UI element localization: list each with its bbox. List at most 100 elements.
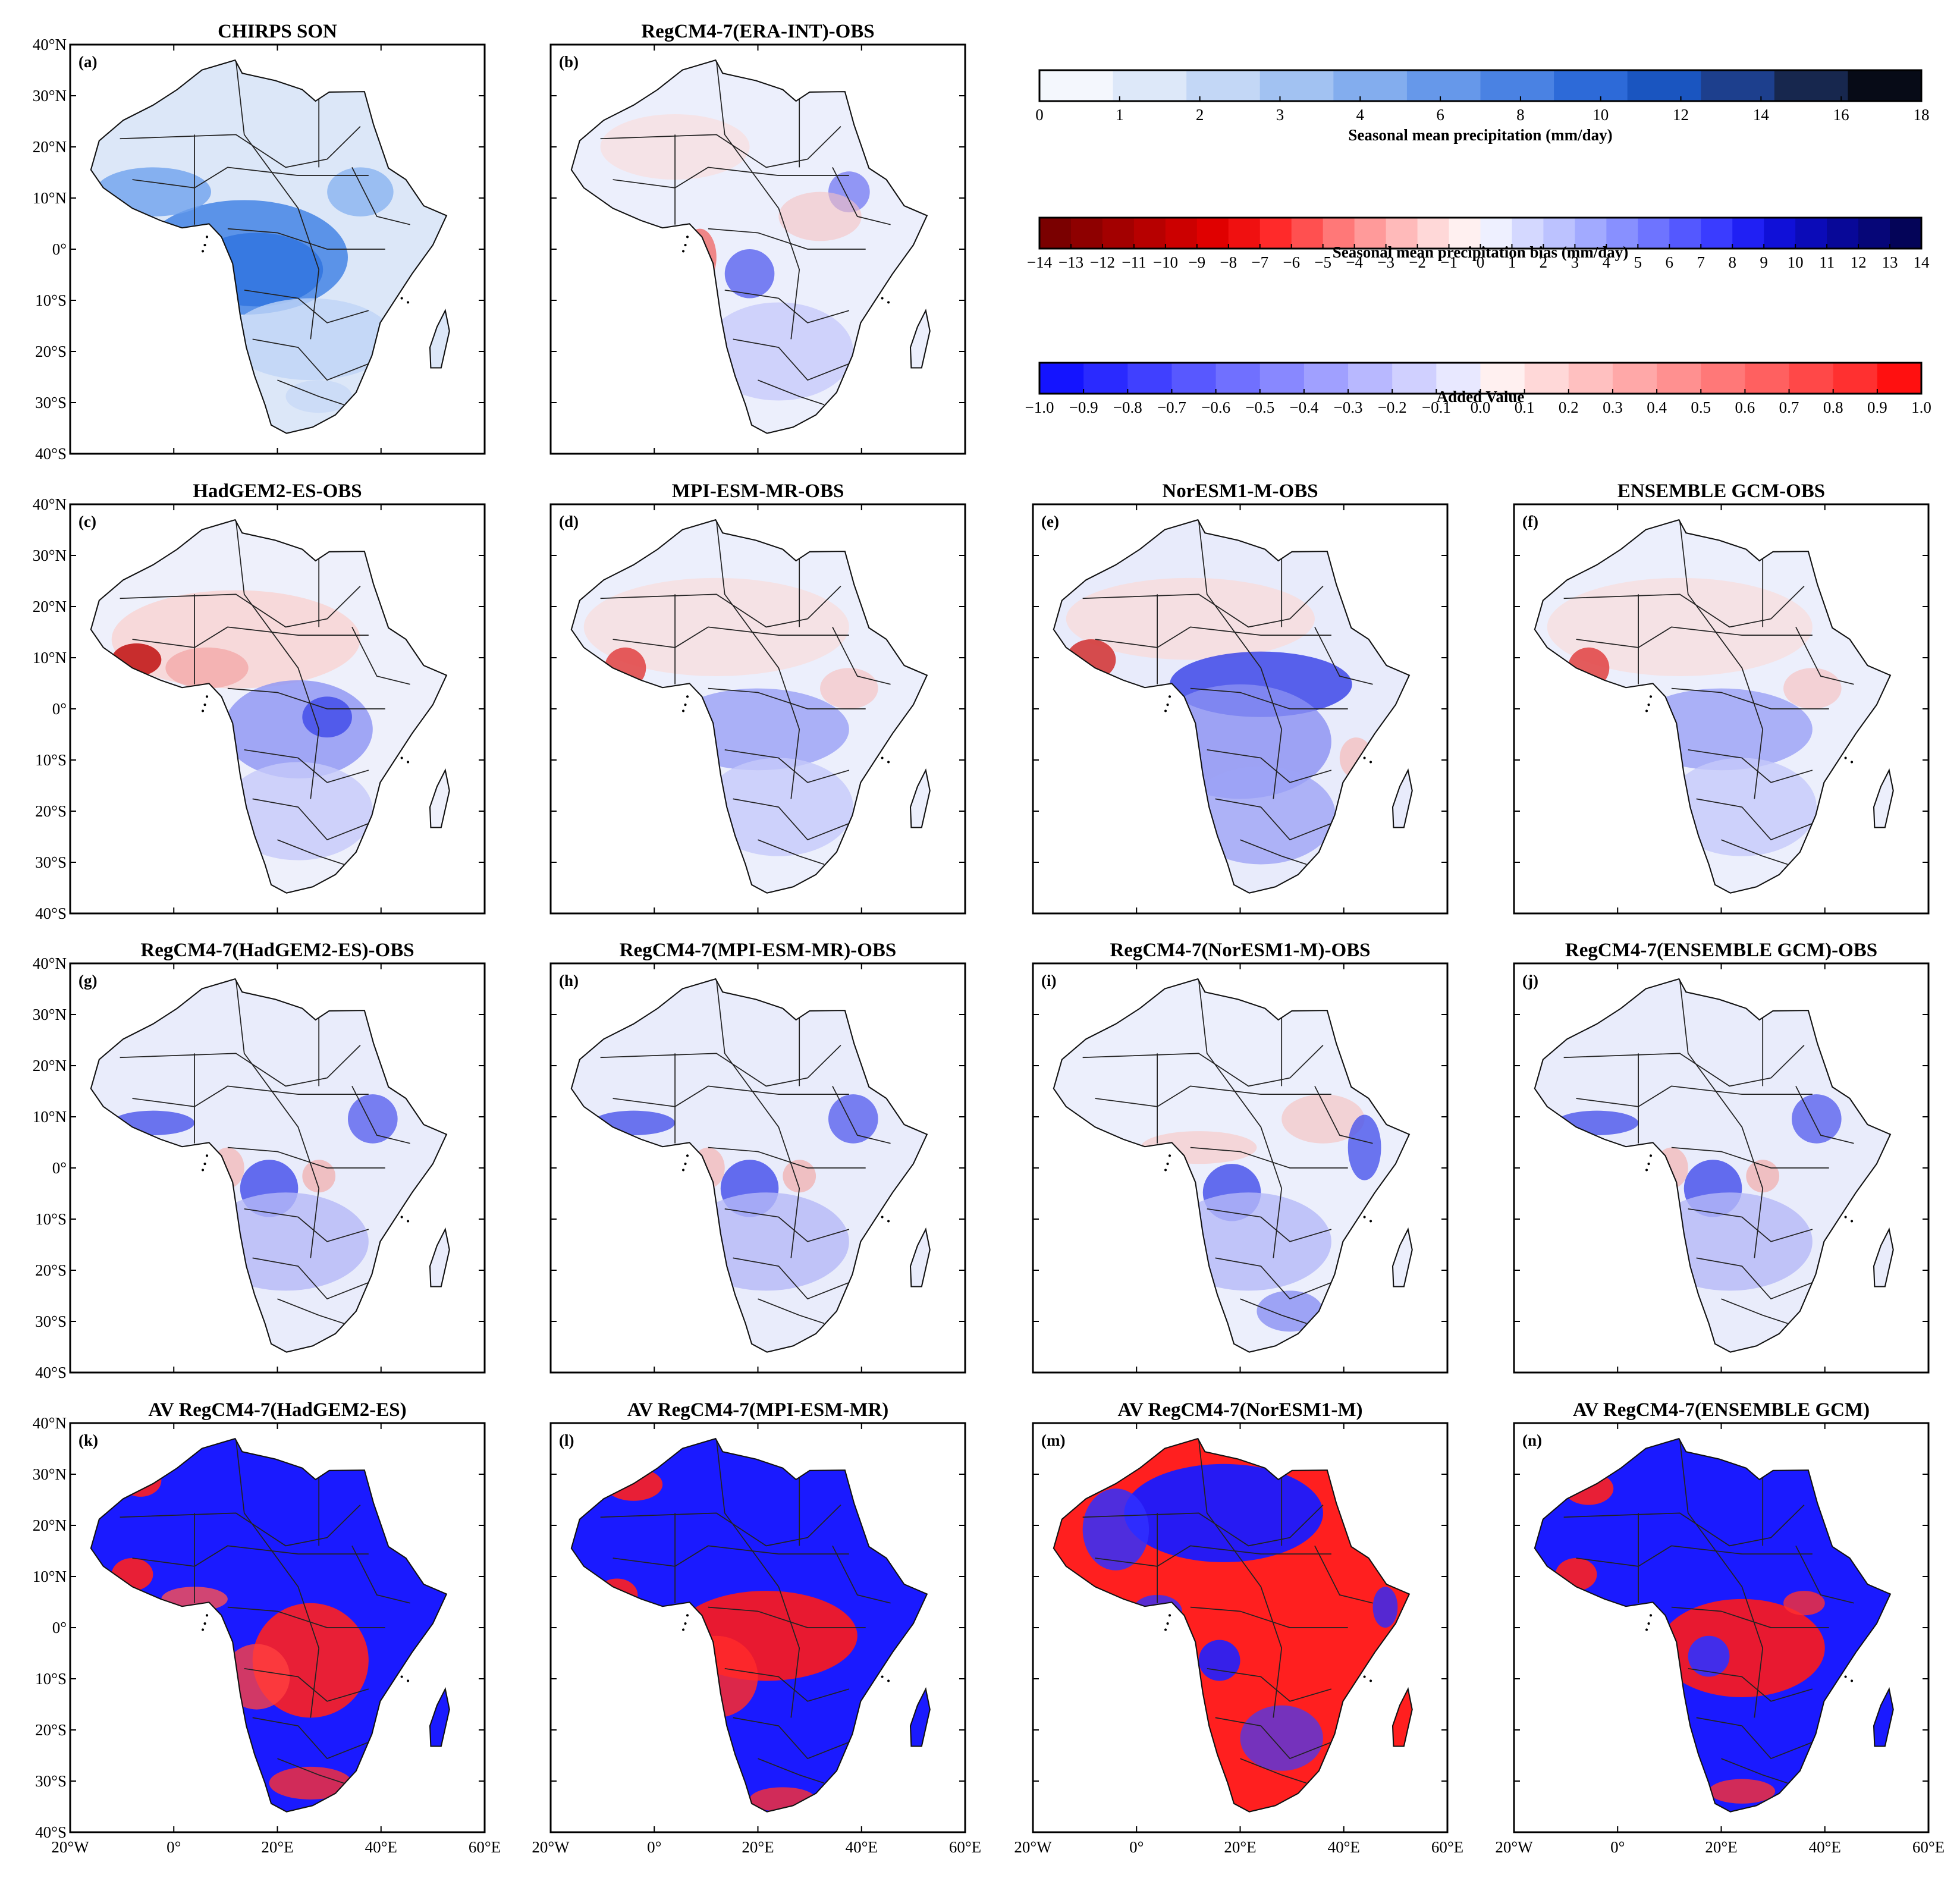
lat-tick-label: 30°S [35,853,67,871]
colorbar-swatch [1877,363,1922,394]
country-border [715,520,800,799]
colorbar-swatch [1303,363,1349,394]
madagascar [429,309,450,369]
country-border [758,1758,825,1784]
colorbar-swatch [1701,70,1775,101]
map-panel-d: MPI-ESM-MR-OBS (d) [549,481,966,915]
colorbar-tick: 7 [1697,253,1705,271]
country-border [1688,1208,1813,1242]
colorbar-tick: 0.2 [1559,398,1579,416]
madagascar [1873,768,1894,828]
madagascar [909,768,931,828]
country-border [1215,798,1332,841]
country-border [120,585,361,628]
lon-tick-label: 20°W [532,1838,570,1856]
lon-tick-label: 60°E [1912,1838,1945,1856]
colorbar-swatch [1554,70,1628,101]
country-border [1696,1257,1813,1300]
colorbar-tick: 0.4 [1647,398,1667,416]
colorbar-tick: 0 [1477,253,1485,271]
map-panel-g: RegCM4-7(HadGEM2-ES)-OBS (g) 40°N 30°N 20°N 1… [33,940,486,1381]
colorbar-swatch [1524,363,1569,394]
colorbar-swatch [1701,363,1745,394]
colorbar-tick: 10 [1788,253,1804,271]
colorbar-tick: −13 [1058,253,1083,271]
lon-tick-label: 60°E [1431,1838,1463,1856]
colorbar-swatch [1848,70,1922,101]
colorbar-tick: −0.1 [1422,398,1451,416]
panel-label: (m) [1041,1431,1065,1449]
country-border [708,687,866,709]
colorbar-swatch [1701,218,1733,249]
country-border [612,167,849,189]
lat-tick-label: 40°N [33,36,67,54]
colorbar-swatch [1890,218,1922,249]
colorbar-tick: −7 [1251,253,1268,271]
country-border [227,228,385,250]
colorbar-swatch [1196,218,1229,249]
country-border [733,1257,850,1300]
colorbar-tick: 10 [1592,106,1609,124]
lat-tick-label: 10°N [33,189,67,207]
colorbar-swatch [1827,218,1859,249]
panel-label: (g) [78,972,97,990]
country-border [1721,1758,1788,1784]
country-border [1795,1546,1854,1604]
map-panel-h: RegCM4-7(MPI-ESM-MR)-OBS (h) [549,940,966,1374]
country-border [1795,1086,1854,1144]
colorbar-swatch [1575,218,1607,249]
colorbar-tick: 16 [1833,106,1849,124]
colorbar-swatch [1764,218,1796,249]
colorbar-swatch [1392,363,1437,394]
country-border [600,1504,841,1547]
country-border [132,1085,369,1107]
colorbar-swatch [1291,218,1324,249]
africa-landmass [1053,978,1413,1353]
colorbar-tick: −0.7 [1157,398,1186,416]
lat-tick-label: 0° [52,700,67,718]
map-panel-f: ENSEMBLE GCM-OBS (f) [1513,481,1930,915]
colorbar-swatch [1186,70,1261,101]
map-panel-l: AV RegCM4-7(MPI-ESM-MR) (l) 20°W 0° 20°E 40°E… [532,1399,981,1856]
country-border [120,125,361,168]
lon-tick-label: 40°E [1328,1838,1360,1856]
colorbar-tick: 3 [1571,253,1579,271]
panel-title: RegCM4-7(HadGEM2-ES)-OBS [140,940,414,961]
colorbar-swatch [1745,363,1790,394]
country-border [1671,687,1829,709]
colorbar-tick: 3 [1276,106,1284,124]
colorbar-swatch [1568,363,1613,394]
country-border [758,839,825,865]
panel-title: ENSEMBLE GCM-OBS [1617,481,1825,502]
country-border [1679,979,1764,1258]
colorbar-swatch [1228,218,1261,249]
country-border [1082,585,1324,628]
country-border [733,1717,850,1760]
country-border [612,626,849,648]
madagascar [909,1227,931,1287]
panel-label: (i) [1041,972,1056,990]
country-border [244,1667,369,1702]
lat-tick-label: 10°S [35,751,67,769]
lat-tick-label: 40°S [35,1823,67,1841]
panel-label: (l) [559,1431,574,1449]
colorbar-swatch [1102,218,1135,249]
country-border [1190,1147,1348,1169]
panel-title: MPI-ESM-MR-OBS [672,481,844,502]
lat-tick-label: 20°S [35,1721,67,1739]
colorbar-swatch [1215,363,1261,394]
panel-title: RegCM4-7(ENSEMBLE GCM)-OBS [1565,940,1877,961]
colorbar-tick: 8 [1728,253,1736,271]
lat-tick-label: 20°N [33,598,67,615]
colorbar-swatch [1657,363,1701,394]
colorbar-swatch [1543,218,1575,249]
colorbar-tick: −2 [1409,253,1426,271]
madagascar [429,768,450,828]
country-border [832,627,891,685]
colorbar-tick: 13 [1882,253,1898,271]
colorbar-tick: −1 [1440,253,1458,271]
colorbar-tick: −0.5 [1245,398,1274,416]
country-border [1721,839,1788,865]
country-border [132,167,369,189]
map-panel-m: AV RegCM4-7(NorESM1-M) (m) 20°W 0° 20°E 40°E 6… [1014,1399,1463,1856]
